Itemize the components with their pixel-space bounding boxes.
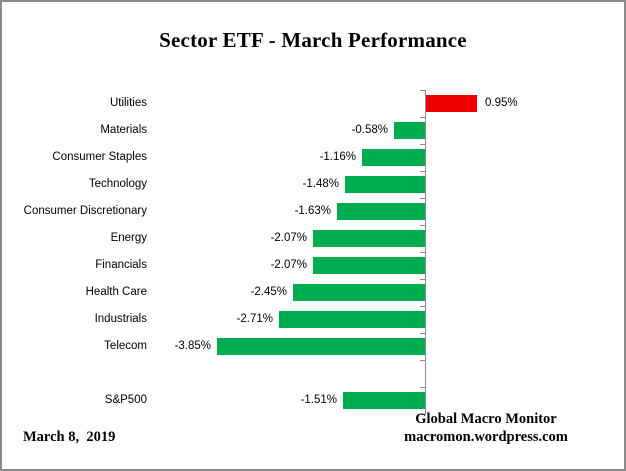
axis-tick-mark [420,387,426,388]
value-label: -1.63% [294,205,331,217]
axis-tick-mark [420,117,426,118]
footer-date: March 8, 2019 [23,429,116,445]
value-label: -0.58% [351,124,388,136]
axis-tick-mark [420,279,426,280]
axis-tick-mark [420,90,426,91]
bar-negative [337,203,425,220]
value-label: 0.95% [485,97,518,109]
category-label: Utilities [109,97,147,109]
bar-negative [293,284,425,301]
value-label: -2.71% [236,313,273,325]
bar-negative [217,338,425,355]
bar-negative [313,230,425,247]
category-label: S&P500 [104,394,147,406]
bar-positive [426,95,477,112]
footer-brand-name: Global Macro Monitor [415,411,557,427]
category-label: Industrials [94,313,147,325]
axis-tick-mark [420,252,426,253]
value-label: -2.07% [270,259,307,271]
footer-brand: Global Macro Monitor macromon.wordpress.… [386,410,586,446]
value-label: -1.51% [300,394,337,406]
value-label: -2.07% [270,232,307,244]
bar-negative [313,257,425,274]
chart-title: Sector ETF - March Performance [159,28,467,52]
value-label: -1.16% [319,151,356,163]
axis-tick-mark [420,225,426,226]
category-label: Financials [95,259,147,271]
category-label: Telecom [104,340,147,352]
category-label: Consumer Staples [52,151,147,163]
axis-tick-mark [420,333,426,334]
bar-negative [394,122,425,139]
category-label: Materials [100,124,147,136]
axis-tick-mark [420,360,426,361]
category-label: Health Care [85,286,147,298]
axis-tick-mark [420,198,426,199]
value-label: -2.45% [250,286,287,298]
axis-tick-mark [420,144,426,145]
category-label: Energy [110,232,147,244]
bar-negative [345,176,425,193]
category-label: Consumer Discretionary [23,205,147,217]
value-label: -3.85% [174,340,211,352]
footer-brand-url: macromon.wordpress.com [404,429,568,445]
bar-negative [362,149,425,166]
axis-tick-mark [420,306,426,307]
bar-negative [343,392,425,409]
value-label: -1.48% [302,178,339,190]
category-label: Technology [88,178,147,190]
axis-tick-mark [420,171,426,172]
bar-negative [279,311,425,328]
axis-tick-mark [420,414,426,415]
